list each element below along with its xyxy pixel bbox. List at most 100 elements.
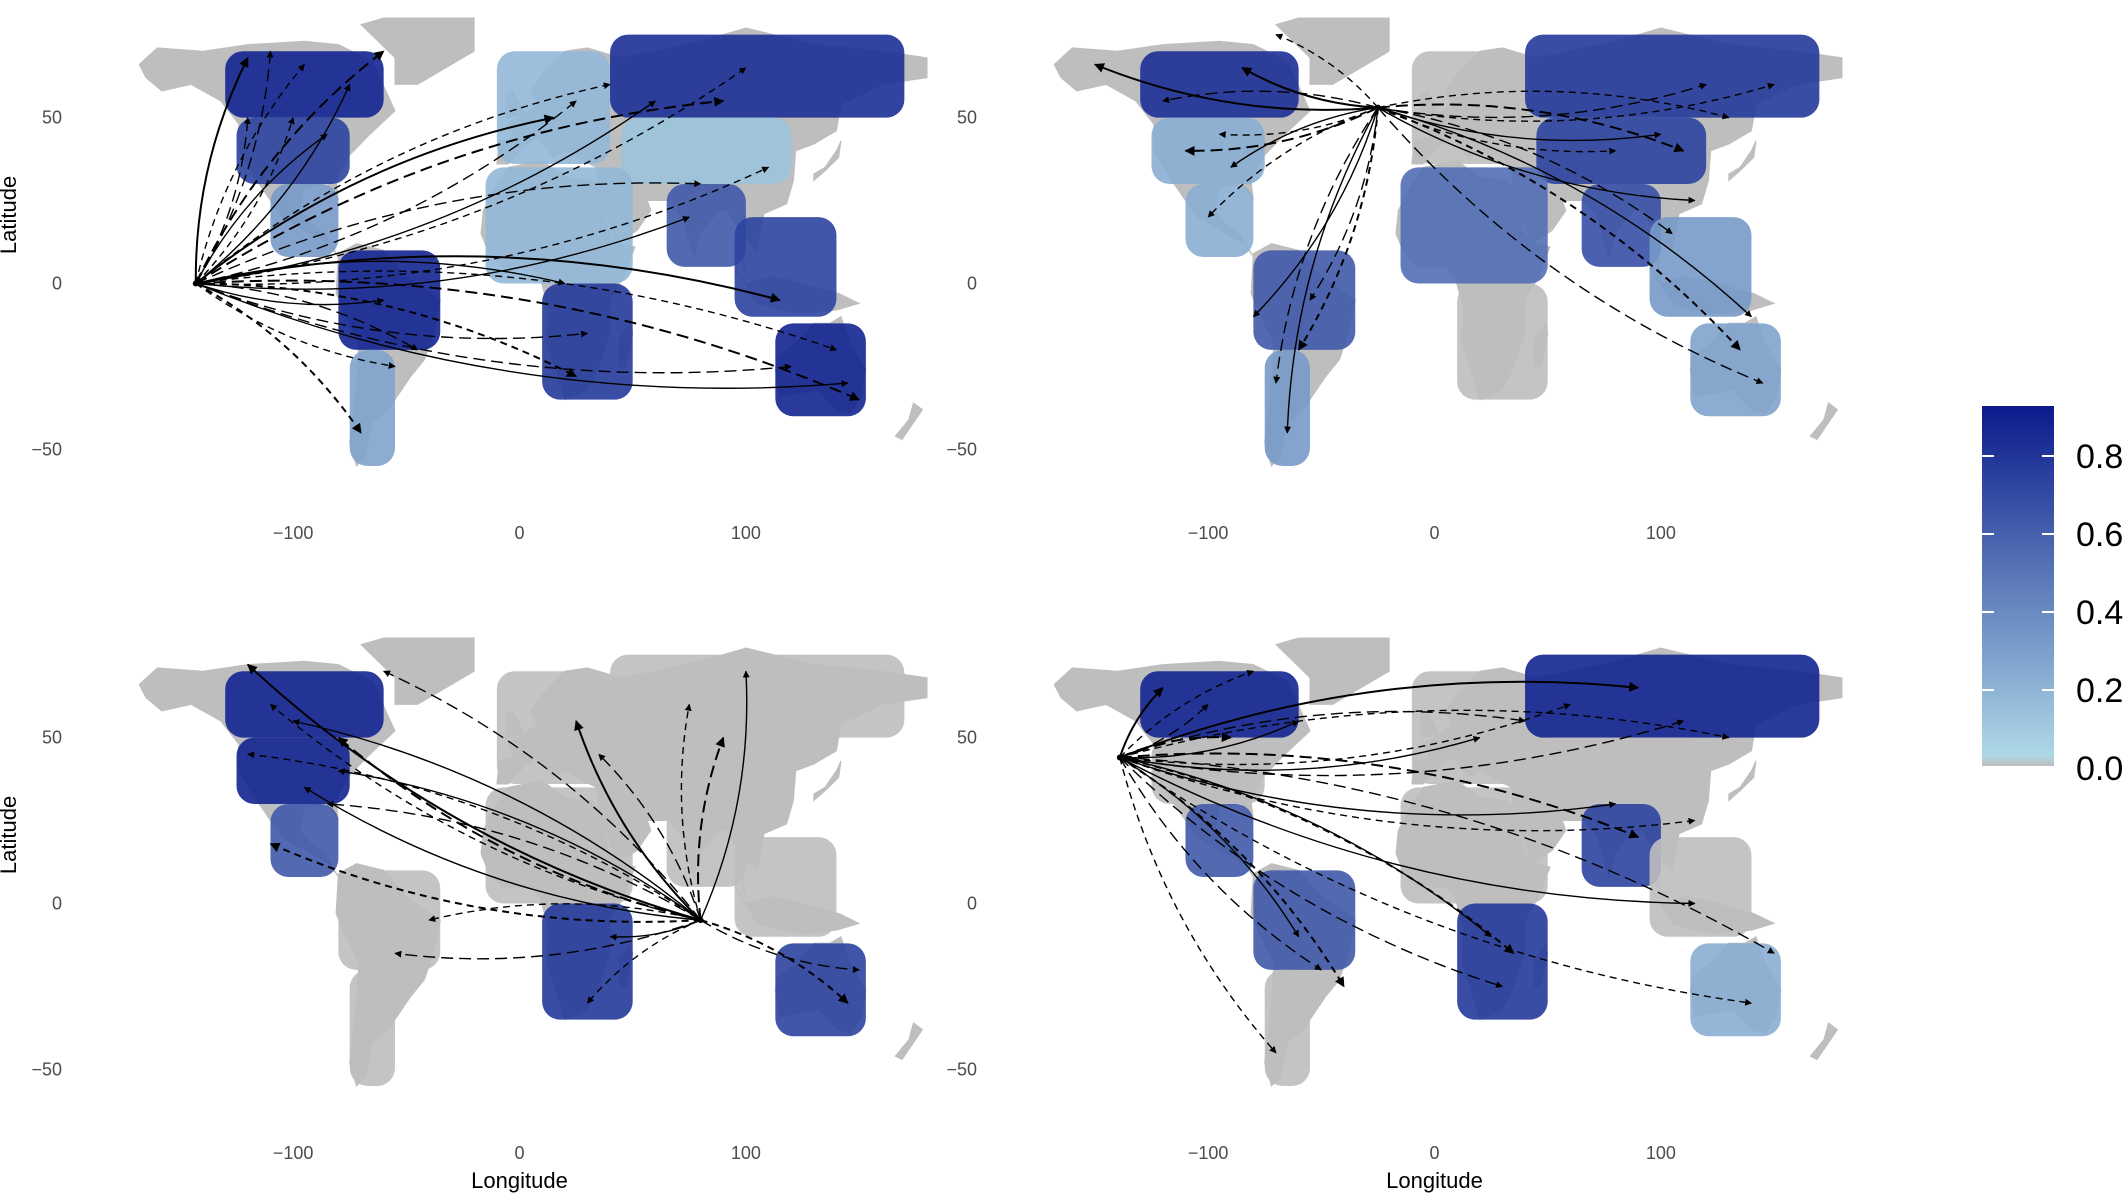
x-tick-label: −100 xyxy=(273,523,314,543)
y-axis-title: Latitude xyxy=(0,796,21,874)
region-central-asia xyxy=(621,117,792,184)
region-australia xyxy=(775,943,866,1037)
migration-arrow xyxy=(574,720,702,921)
migration-arrow xyxy=(1162,90,1379,109)
migration-arrow xyxy=(292,718,702,921)
region-south-america-north xyxy=(338,250,441,350)
region-central-asia xyxy=(621,737,792,804)
migration-arrow xyxy=(1119,669,1255,758)
landmass-greenland xyxy=(360,17,475,85)
landmass-new-zealand xyxy=(1809,1022,1839,1061)
migration-arrow xyxy=(1119,757,1322,971)
y-tick-label: 50 xyxy=(957,108,977,128)
map-panel-bottom-left: −100 0 100 50 0 −50 Longitude Latitude xyxy=(0,637,928,1193)
migration-arrow xyxy=(1119,756,1696,832)
migration-arrow xyxy=(1119,757,1277,1054)
landmass-new-zealand xyxy=(894,1022,924,1061)
region-europe xyxy=(1411,671,1526,785)
legend-label-0-0: 0.0 xyxy=(2076,750,2123,788)
y-tick-label: 0 xyxy=(52,274,62,294)
migration-arrow xyxy=(699,670,750,921)
region-southeast-asia xyxy=(734,837,837,937)
x-axis-title: Longitude xyxy=(471,1168,568,1193)
region-central-america xyxy=(270,803,339,877)
map-panel-bottom-right: −100 0 100 50 0 −50 Longitude xyxy=(946,637,1843,1193)
arrow-layer xyxy=(1093,33,1775,434)
migration-arrow xyxy=(195,166,770,286)
landmass-japan xyxy=(1728,140,1757,182)
migration-arrow xyxy=(195,282,362,434)
region-central-america xyxy=(1185,183,1254,257)
migration-arrow xyxy=(1273,107,1379,384)
region-south-asia xyxy=(666,803,746,887)
migration-arrow xyxy=(195,282,385,306)
x-tick-label: 0 xyxy=(514,523,524,543)
migration-arrow xyxy=(1119,720,1300,759)
legend-label-0-4: 0.4 xyxy=(2076,594,2123,632)
x-tick-label: 0 xyxy=(1429,1143,1439,1163)
region-south-asia xyxy=(666,183,746,267)
map-panel-top-right: −100 0 100 50 0 −50 xyxy=(946,17,1843,543)
migration-arrow xyxy=(1119,756,1617,816)
arrow-layer xyxy=(247,663,860,1004)
migration-arrow xyxy=(195,282,396,369)
migration-arrow xyxy=(195,282,577,378)
migration-arrow xyxy=(1252,107,1379,318)
x-tick-label: 100 xyxy=(731,1143,761,1163)
region-southeast-asia xyxy=(734,217,837,317)
origin-point xyxy=(697,917,704,924)
landmass-japan xyxy=(813,760,842,802)
migration-arrow xyxy=(700,919,860,973)
region-africa-north xyxy=(485,167,633,284)
y-tick-label: 50 xyxy=(957,728,977,748)
migration-arrow xyxy=(1119,719,1685,777)
y-tick-label: 0 xyxy=(52,894,62,914)
value-layer xyxy=(225,654,905,1087)
migration-arrow xyxy=(1119,756,1300,938)
migration-arrow xyxy=(195,180,702,285)
y-tick-label: −50 xyxy=(31,1059,62,1079)
landmass-japan xyxy=(813,140,842,182)
landmass-new-zealand xyxy=(894,402,924,441)
x-tick-label: 100 xyxy=(731,523,761,543)
value-layer xyxy=(225,34,905,467)
migration-arrow xyxy=(428,903,701,923)
origin-point xyxy=(1374,104,1381,111)
y-tick-label: 0 xyxy=(967,274,977,294)
migration-arrow xyxy=(1377,106,1673,235)
value-layer xyxy=(1140,654,1820,1087)
y-tick-label: 0 xyxy=(967,894,977,914)
region-south-america-south xyxy=(349,969,395,1087)
migration-arrow xyxy=(1093,63,1378,111)
x-tick-label: 100 xyxy=(1646,1143,1676,1163)
region-europe xyxy=(496,51,611,165)
migration-arrow xyxy=(1118,687,1164,758)
region-south-america-north xyxy=(338,870,441,970)
y-tick-label: −50 xyxy=(946,1059,977,1079)
region-southeast-asia xyxy=(1649,837,1752,937)
migration-arrow xyxy=(195,282,589,340)
map-panel-top-left: −100 0 100 50 0 −50 Latitude xyxy=(0,17,928,543)
region-australia xyxy=(1690,943,1781,1037)
migration-arrow xyxy=(195,96,725,285)
migration-arrow xyxy=(337,736,701,922)
x-tick-label: 0 xyxy=(1429,523,1439,543)
origin-point xyxy=(192,280,199,287)
migration-arrow xyxy=(1309,107,1379,301)
region-south-america-north xyxy=(1253,870,1356,970)
region-central-asia xyxy=(1536,737,1707,804)
region-central-asia xyxy=(1536,117,1707,184)
landmass-greenland xyxy=(1275,637,1390,705)
region-africa-south xyxy=(1457,283,1548,400)
migration-arrow xyxy=(337,768,702,921)
region-north-america-north xyxy=(225,51,384,118)
migration-arrow xyxy=(1377,103,1685,153)
x-tick-label: −100 xyxy=(273,1143,314,1163)
y-tick-label: −50 xyxy=(31,439,62,459)
y-tick-label: 50 xyxy=(42,108,62,128)
migration-arrow xyxy=(1377,82,1775,122)
region-africa-north xyxy=(485,787,633,904)
migration-arrow xyxy=(195,83,351,285)
migration-arrow xyxy=(303,786,701,921)
